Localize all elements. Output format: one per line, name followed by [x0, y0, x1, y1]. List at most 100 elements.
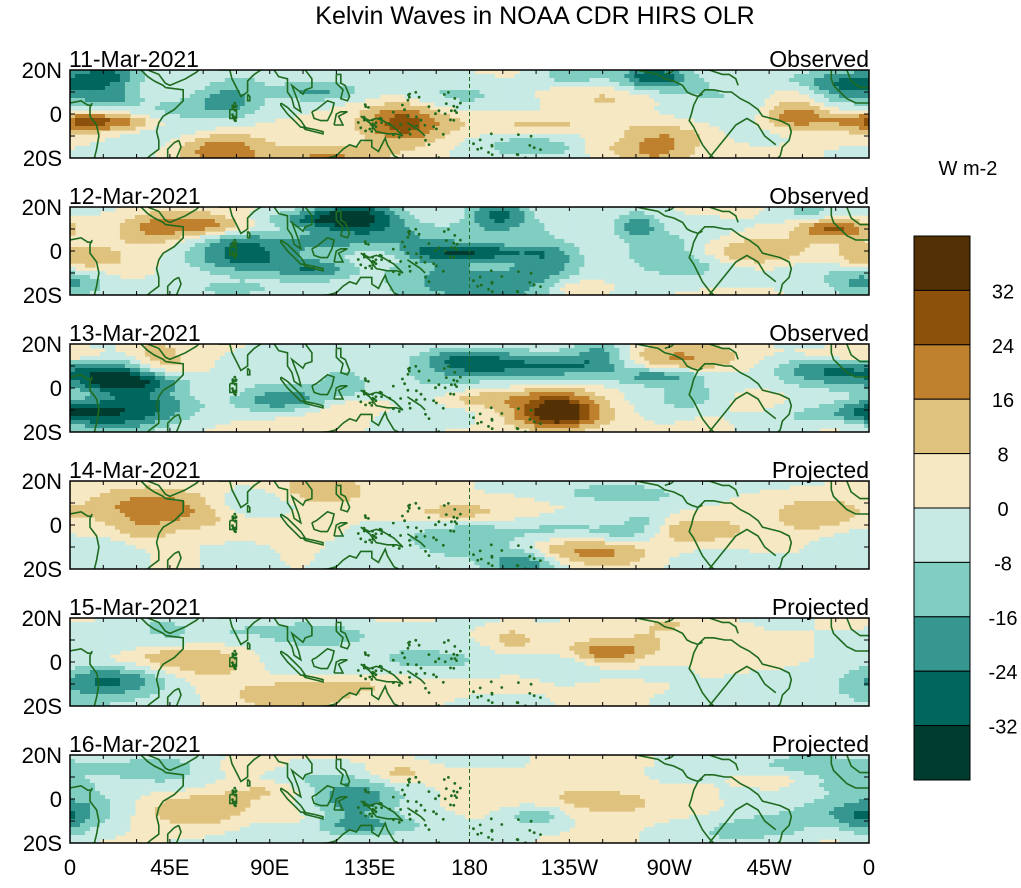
- anomaly-cell: [489, 231, 496, 236]
- anomaly-cell: [829, 227, 835, 232]
- anomaly-cell: [814, 223, 820, 228]
- anomaly-cell: [419, 138, 426, 143]
- anomaly-cell: [854, 154, 860, 158]
- island-dot: [443, 112, 447, 116]
- anomaly-cell: [854, 231, 860, 236]
- anomaly-cell: [434, 267, 441, 272]
- anomaly-cell: [659, 130, 665, 135]
- anomaly-cell: [544, 255, 550, 260]
- anomaly-cell: [79, 271, 86, 276]
- anomaly-cell: [514, 78, 521, 83]
- anomaly-cell: [349, 243, 356, 248]
- anomaly-cell: [304, 74, 311, 79]
- anomaly-cell: [494, 227, 501, 232]
- anomaly-cell: [489, 235, 496, 240]
- anomaly-cell: [419, 110, 426, 115]
- anomaly-cell: [70, 86, 76, 91]
- anomaly-cell: [659, 247, 665, 252]
- anomaly-cell: [679, 235, 685, 240]
- anomaly-cell: [439, 130, 446, 135]
- anomaly-cell: [259, 227, 266, 232]
- anomaly-cell: [304, 247, 311, 252]
- anomaly-cell: [639, 215, 645, 220]
- anomaly-cell: [454, 259, 461, 264]
- anomaly-cell: [759, 94, 765, 99]
- anomaly-cell: [669, 235, 675, 240]
- anomaly-cell: [304, 227, 311, 232]
- anomaly-cell: [834, 90, 840, 95]
- anomaly-cell: [349, 235, 356, 240]
- anomaly-cell: [559, 207, 565, 212]
- anomaly-cell: [689, 90, 695, 95]
- anomaly-cell: [534, 138, 541, 143]
- anomaly-cell: [524, 223, 531, 228]
- anomaly-cell: [379, 239, 386, 244]
- anomaly-cell: [654, 90, 660, 95]
- anomaly-cell: [424, 251, 431, 256]
- anomaly-cell: [214, 263, 221, 268]
- anomaly-cell: [509, 259, 516, 264]
- anomaly-cell: [259, 82, 266, 87]
- anomaly-cell: [349, 207, 356, 212]
- anomaly-cell: [519, 74, 526, 79]
- anomaly-cell: [624, 134, 630, 139]
- anomaly-cell: [304, 219, 311, 224]
- anomaly-cell: [229, 110, 236, 115]
- anomaly-cell: [424, 122, 431, 127]
- anomaly-cell: [409, 267, 416, 272]
- anomaly-cell: [689, 223, 695, 228]
- anomaly-cell: [364, 94, 371, 99]
- anomaly-cell: [404, 126, 411, 131]
- anomaly-cell: [739, 106, 745, 111]
- anomaly-cell: [644, 126, 650, 131]
- anomaly-cell: [604, 239, 610, 244]
- anomaly-cell: [194, 126, 201, 131]
- anomaly-cell: [594, 70, 600, 75]
- anomaly-cell: [189, 243, 196, 248]
- anomaly-cell: [164, 106, 171, 111]
- anomaly-cell: [749, 138, 755, 143]
- anomaly-cell: [669, 106, 675, 111]
- anomaly-cell: [129, 90, 136, 95]
- anomaly-cell: [739, 251, 745, 256]
- anomaly-cell: [564, 259, 570, 264]
- anomaly-cell: [314, 235, 321, 240]
- anomaly-cell: [184, 267, 191, 272]
- anomaly-cell: [849, 154, 855, 158]
- anomaly-cell: [234, 235, 241, 240]
- anomaly-cell: [814, 114, 820, 119]
- anomaly-cell: [459, 215, 466, 220]
- anomaly-cell: [289, 150, 296, 155]
- anomaly-cell: [379, 122, 386, 127]
- anomaly-cell: [499, 267, 506, 272]
- anomaly-cell: [704, 235, 710, 240]
- anomaly-cell: [224, 243, 231, 248]
- anomaly-cell: [729, 86, 735, 91]
- anomaly-cell: [254, 138, 261, 143]
- anomaly-cell: [624, 130, 630, 135]
- anomaly-cell: [599, 215, 605, 220]
- anomaly-cell: [389, 239, 396, 244]
- anomaly-cell: [134, 219, 141, 224]
- anomaly-cell: [364, 78, 371, 83]
- anomaly-cell: [84, 90, 91, 95]
- anomaly-cell: [134, 223, 141, 228]
- anomaly-cell: [274, 207, 281, 212]
- anomaly-cell: [419, 86, 426, 91]
- anomaly-cell: [829, 154, 835, 158]
- anomaly-cell: [109, 142, 116, 147]
- anomaly-cell: [219, 227, 226, 232]
- anomaly-cell: [679, 263, 685, 268]
- anomaly-cell: [664, 106, 670, 111]
- anomaly-cell: [849, 86, 855, 91]
- anomaly-cell: [269, 106, 276, 111]
- anomaly-cell: [729, 98, 735, 103]
- anomaly-cell: [184, 130, 191, 135]
- anomaly-cell: [679, 94, 685, 99]
- anomaly-cell: [439, 86, 446, 91]
- anomaly-cell: [204, 271, 211, 276]
- anomaly-cell: [114, 275, 121, 280]
- anomaly-cell: [159, 130, 166, 135]
- anomaly-cell: [774, 106, 780, 111]
- anomaly-cell: [789, 235, 795, 240]
